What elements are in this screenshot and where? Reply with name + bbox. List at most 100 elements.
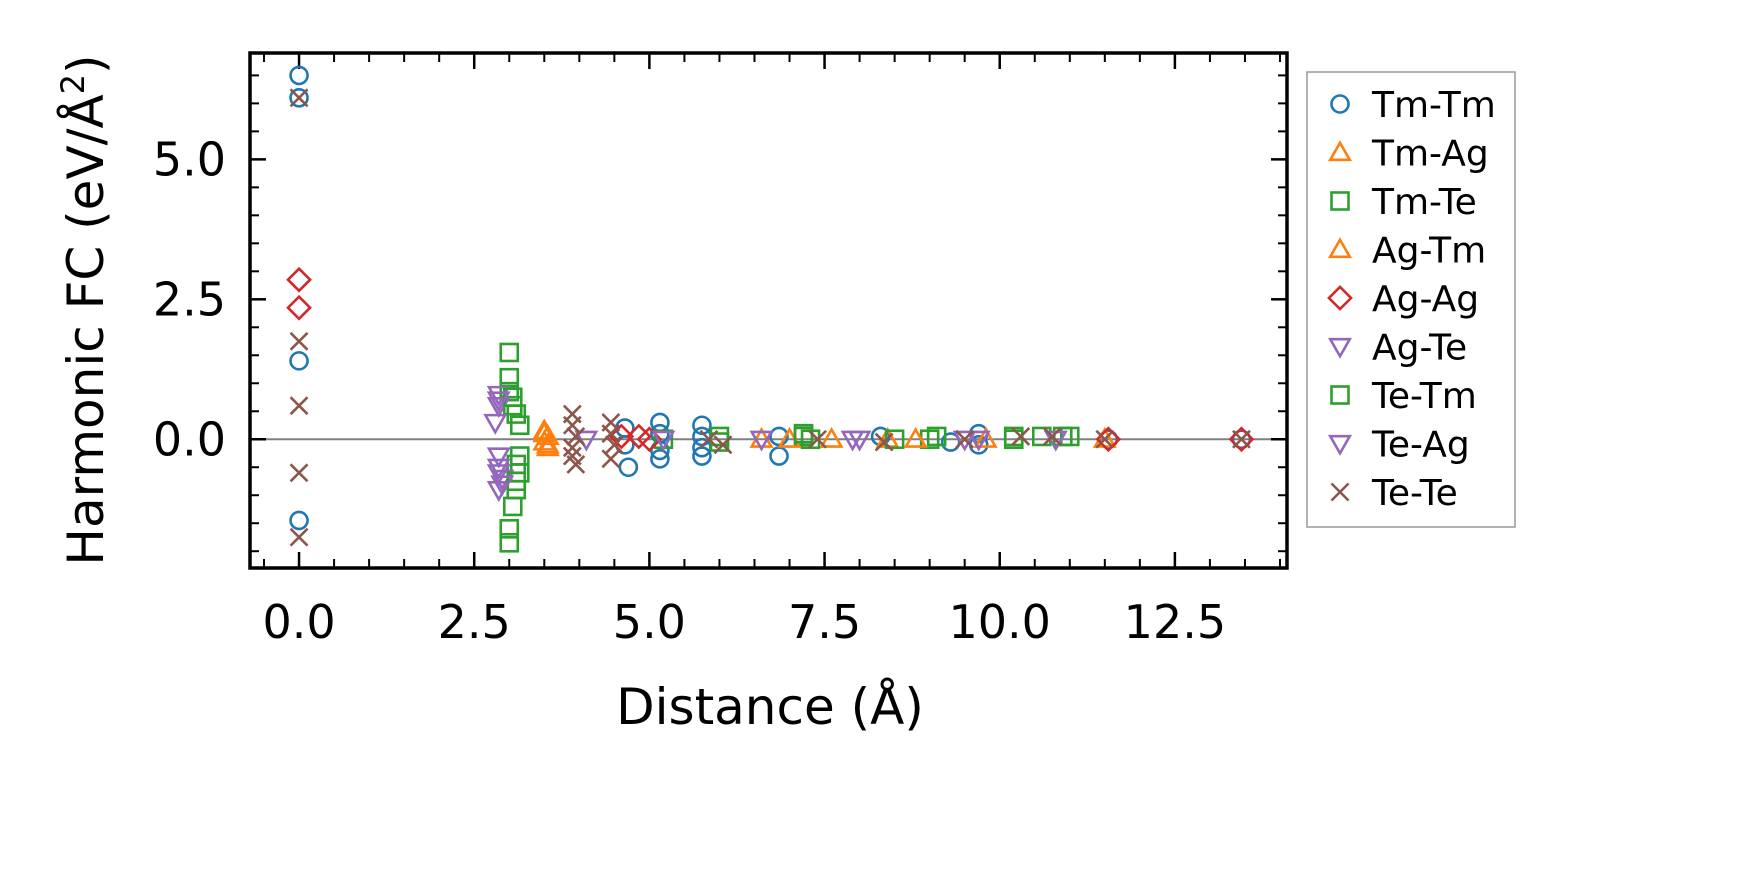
- legend-label: Tm-Tm: [1371, 85, 1496, 126]
- data-point: [535, 435, 560, 457]
- legend-label: Te-Ag: [1371, 425, 1470, 466]
- data-point: [651, 430, 676, 452]
- x-tick-label: 0.0: [262, 595, 335, 649]
- data-point: [562, 415, 582, 435]
- legend-item: Ag-Te: [1327, 328, 1467, 369]
- data-point: [286, 294, 312, 321]
- data-point: [608, 423, 635, 450]
- x-tick-label: 5.0: [613, 595, 686, 649]
- data-point: [1095, 429, 1115, 449]
- legend-label: Tm-Ag: [1371, 134, 1489, 175]
- legend-marker: [1330, 385, 1350, 405]
- data-point: [486, 464, 511, 486]
- x-tick-label: 7.5: [788, 595, 861, 649]
- legend-marker: [1330, 482, 1350, 502]
- legend-marker: [1327, 140, 1353, 162]
- legend: Tm-Tm Tm-Ag Tm-Te Ag-Tm Ag-Ag Ag-Te Te-Tm Te-Ag…: [1306, 71, 1516, 528]
- legend-marker: [1327, 285, 1353, 311]
- data-point: [650, 449, 670, 469]
- legend-item: Ag-Ag: [1327, 279, 1479, 320]
- data-point: [601, 424, 621, 444]
- x-tick-label: 2.5: [438, 595, 511, 649]
- y-tick-label: 2.5: [153, 272, 226, 326]
- data-point: [499, 519, 520, 539]
- data-point: [289, 88, 309, 108]
- data-point: [286, 266, 312, 293]
- data-point: [289, 65, 309, 86]
- legend-label: Te-Te: [1371, 473, 1458, 514]
- data-point: [699, 429, 719, 449]
- data-point: [289, 510, 309, 531]
- data-point: [486, 391, 511, 413]
- legend-item: Te-Tm: [1330, 376, 1477, 417]
- legend-item: Ag-Tm: [1327, 231, 1486, 272]
- data-point: [749, 430, 774, 452]
- data-point: [973, 426, 998, 448]
- series-te-ag: [486, 391, 991, 497]
- data-point: [1232, 429, 1251, 449]
- data-point: [618, 457, 639, 478]
- data-point: [566, 455, 586, 474]
- legend-marker: [1327, 434, 1353, 456]
- x-tick-label: 10.0: [949, 595, 1051, 649]
- data-point: [483, 413, 508, 435]
- legend-item: Tm-Te: [1330, 182, 1477, 223]
- data-point: [499, 533, 520, 553]
- x-tick-label: 12.5: [1124, 595, 1226, 649]
- data-point: [289, 351, 309, 371]
- data-point: [615, 435, 635, 455]
- data-point: [499, 342, 520, 363]
- data-point: [289, 396, 309, 416]
- series-te-te: [289, 88, 1251, 547]
- data-points-layer: [286, 65, 1255, 553]
- data-point: [486, 458, 511, 480]
- data-point: [940, 432, 961, 452]
- legend-item: Tm-Ag: [1327, 134, 1489, 175]
- plot-area-frame: [248, 51, 1289, 570]
- data-point: [874, 432, 894, 452]
- data-point: [289, 463, 309, 483]
- data-point: [1031, 426, 1052, 447]
- legend-label: Te-Tm: [1371, 376, 1477, 417]
- data-point: [509, 415, 530, 436]
- data-point: [819, 426, 844, 448]
- data-point: [506, 471, 527, 492]
- legend-marker: [1327, 237, 1353, 259]
- legend-label: Ag-Ag: [1372, 279, 1479, 320]
- data-point: [562, 438, 582, 458]
- data-point: [486, 447, 511, 469]
- data-point: [713, 435, 733, 455]
- data-point: [1228, 426, 1255, 453]
- data-point: [490, 475, 515, 497]
- data-point: [289, 527, 309, 547]
- data-point: [1011, 427, 1031, 446]
- data-point: [952, 430, 977, 452]
- data-point: [502, 387, 523, 408]
- data-point: [903, 426, 928, 448]
- legend-item: Tm-Tm: [1330, 85, 1496, 126]
- data-point: [808, 429, 827, 449]
- legend-label: Tm-Te: [1371, 182, 1477, 223]
- legend-item: Te-Ag: [1327, 425, 1470, 466]
- legend-marker: [1330, 191, 1350, 211]
- data-point: [926, 426, 947, 447]
- data-point: [840, 430, 865, 452]
- x-axis-label: Distance (Å): [616, 678, 924, 736]
- data-point: [1042, 427, 1062, 446]
- legend-label: Ag-Te: [1372, 328, 1467, 369]
- y-tick-label: 0.0: [153, 412, 226, 466]
- legend-marker: [1330, 94, 1350, 114]
- legend-marker: [1327, 337, 1353, 359]
- ticks-layer: 0.0 2.5 5.0 7.5 10.0 12.5 0.0 2.5 5.0: [153, 53, 1287, 649]
- data-point: [604, 435, 624, 455]
- data-point: [966, 430, 991, 452]
- data-point: [535, 432, 560, 454]
- data-point: [289, 331, 309, 351]
- legend-label: Ag-Tm: [1372, 231, 1486, 272]
- data-point: [502, 496, 523, 517]
- y-tick-label: 5.0: [153, 132, 226, 186]
- legend-item: Te-Te: [1330, 473, 1458, 514]
- data-point: [1231, 429, 1252, 450]
- data-point: [289, 87, 309, 108]
- data-point: [566, 427, 586, 446]
